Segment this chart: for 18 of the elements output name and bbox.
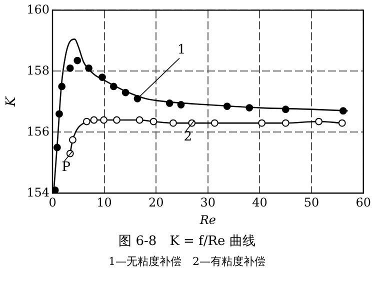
annotation: P — [62, 160, 71, 175]
y-tick-label: 156 — [26, 124, 50, 138]
x-tick-label: 40 — [252, 196, 268, 210]
x-tick-label: 60 — [356, 196, 372, 210]
y-tick-label: 160 — [26, 2, 50, 16]
x-tick-label: 30 — [200, 196, 216, 210]
y-tick-label: 158 — [26, 63, 50, 78]
y-axis-title: K — [4, 96, 20, 108]
x-tick-label: 0 — [48, 196, 56, 210]
text: 图 6-8 K = f/Re 曲线 — [118, 233, 256, 250]
x-tick-label: 20 — [148, 196, 164, 210]
x-tick-label: 50 — [304, 196, 320, 210]
annotation: 2 — [184, 129, 192, 144]
y-tick-label: 154 — [26, 185, 50, 200]
x-tick-label: 10 — [96, 196, 112, 210]
annotation: 1 — [177, 42, 186, 58]
text: 1—无粘度补偿 2—有粘度补偿 — [108, 254, 266, 269]
x-axis-title: Re — [198, 212, 216, 227]
